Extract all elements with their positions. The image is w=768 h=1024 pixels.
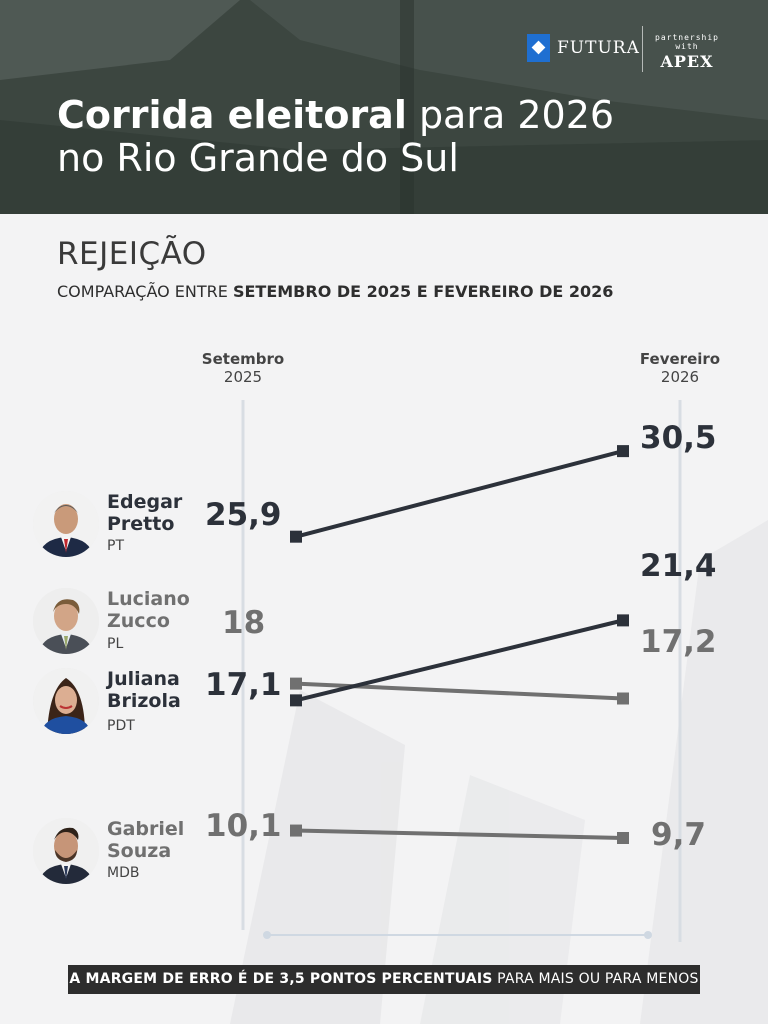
city-background-image (0, 0, 768, 214)
series-line-gabriel-souza (295, 828, 624, 840)
series-line-juliana-brizola (295, 618, 624, 703)
avatar (33, 491, 99, 557)
bottom-axis-end-dot (644, 931, 652, 939)
section-title: REJEIÇÃO (57, 236, 207, 272)
portrait-icon (33, 588, 99, 654)
data-point-edegar-pretto-fevereiro (617, 445, 629, 458)
value-label-brizola-fevereiro: 21,4 (640, 548, 717, 584)
data-point-juliana-brizola-setembro (290, 694, 302, 707)
data-point-gabriel-souza-fevereiro (617, 832, 629, 844)
logo-divider (642, 26, 643, 72)
bottom-axis-start-dot (263, 931, 271, 939)
subtitle-bold: SETEMBRO DE 2025 E FEVEREIRO DE 2026 (232, 282, 614, 301)
futura-logo: FUTURA (527, 34, 640, 62)
futura-logo-icon (527, 34, 550, 62)
futura-logo-text: FUTURA (557, 38, 640, 58)
background-buildings (230, 520, 768, 1024)
portrait-icon (33, 668, 99, 734)
data-point-juliana-brizola-fevereiro (617, 614, 629, 627)
left-column-year: 2025 (223, 368, 263, 386)
value-label-zucco-setembro: 18 (222, 605, 266, 641)
data-point-luciano-zucco-setembro (290, 677, 302, 690)
right-column-year: 2026 (660, 368, 700, 386)
header-banner: FUTURA partnership with APEX Corrida ele… (0, 0, 768, 214)
left-column-month: Setembro (201, 350, 285, 368)
series-line-luciano-zucco (295, 681, 624, 701)
title-bold: Corrida eleitoral (57, 93, 407, 137)
candidate-party: PT (107, 538, 124, 554)
data-point-luciano-zucco-fevereiro (617, 692, 629, 705)
data-point-gabriel-souza-setembro (290, 824, 302, 837)
portrait-icon (33, 491, 99, 557)
left-column-header: Setembro 2025 (193, 350, 293, 386)
value-label-zucco-fevereiro: 17,2 (640, 624, 717, 660)
page-title: Corrida eleitoral para 2026 no Rio Grand… (57, 94, 614, 180)
candidate-first-name: Luciano (107, 588, 190, 610)
apex-logo: partnership with APEX (652, 33, 722, 71)
candidate-first-name: Edegar (107, 491, 183, 513)
candidate-name: Gabriel Souza (107, 818, 217, 862)
value-label-brizola-setembro: 17,1 (205, 667, 282, 703)
avatar (33, 818, 99, 884)
margin-of-error-note: A MARGEM DE ERRO É DE 3,5 PONTOS PERCENT… (68, 965, 700, 994)
candidate-last-name: Souza (107, 840, 172, 862)
data-point-edegar-pretto-setembro (290, 530, 302, 543)
title-rest: para 2026 (406, 93, 615, 137)
value-label-souza-setembro: 10,1 (205, 808, 282, 844)
candidate-first-name: Juliana (107, 668, 180, 690)
apex-logo-text: APEX (660, 52, 714, 71)
candidate-name: Juliana Brizola (107, 668, 217, 712)
portrait-icon (33, 818, 99, 884)
title-line2: no Rio Grande do Sul (57, 136, 459, 180)
candidate-name: Edegar Pretto (107, 491, 217, 535)
candidate-party: PDT (107, 718, 135, 734)
footer-rest: PARA MAIS OU PARA MENOS (492, 971, 699, 987)
value-label-edegar-fevereiro: 30,5 (640, 420, 717, 456)
candidate-last-name: Pretto (107, 513, 175, 535)
right-column-month: Fevereiro (639, 350, 721, 368)
avatar (33, 588, 99, 654)
candidate-last-name: Brizola (107, 690, 181, 712)
candidate-first-name: Gabriel (107, 818, 185, 840)
candidate-party: MDB (107, 865, 140, 881)
candidate-party: PL (107, 636, 124, 652)
candidate-last-name: Zucco (107, 610, 170, 632)
footer-bold: A MARGEM DE ERRO É DE 3,5 PONTOS PERCENT… (69, 971, 493, 987)
section-subtitle: COMPARAÇÃO ENTRE SETEMBRO DE 2025 E FEVE… (57, 282, 613, 301)
subtitle-prefix: COMPARAÇÃO ENTRE (57, 282, 233, 301)
value-label-souza-fevereiro: 9,7 (651, 817, 706, 853)
partner-prefix: partnership with (655, 33, 719, 51)
series-line-edegar-pretto (295, 449, 624, 539)
right-column-header: Fevereiro 2026 (630, 350, 730, 386)
avatar (33, 668, 99, 734)
candidate-name: Luciano Zucco (107, 588, 217, 632)
value-label-edegar-setembro: 25,9 (205, 497, 282, 533)
